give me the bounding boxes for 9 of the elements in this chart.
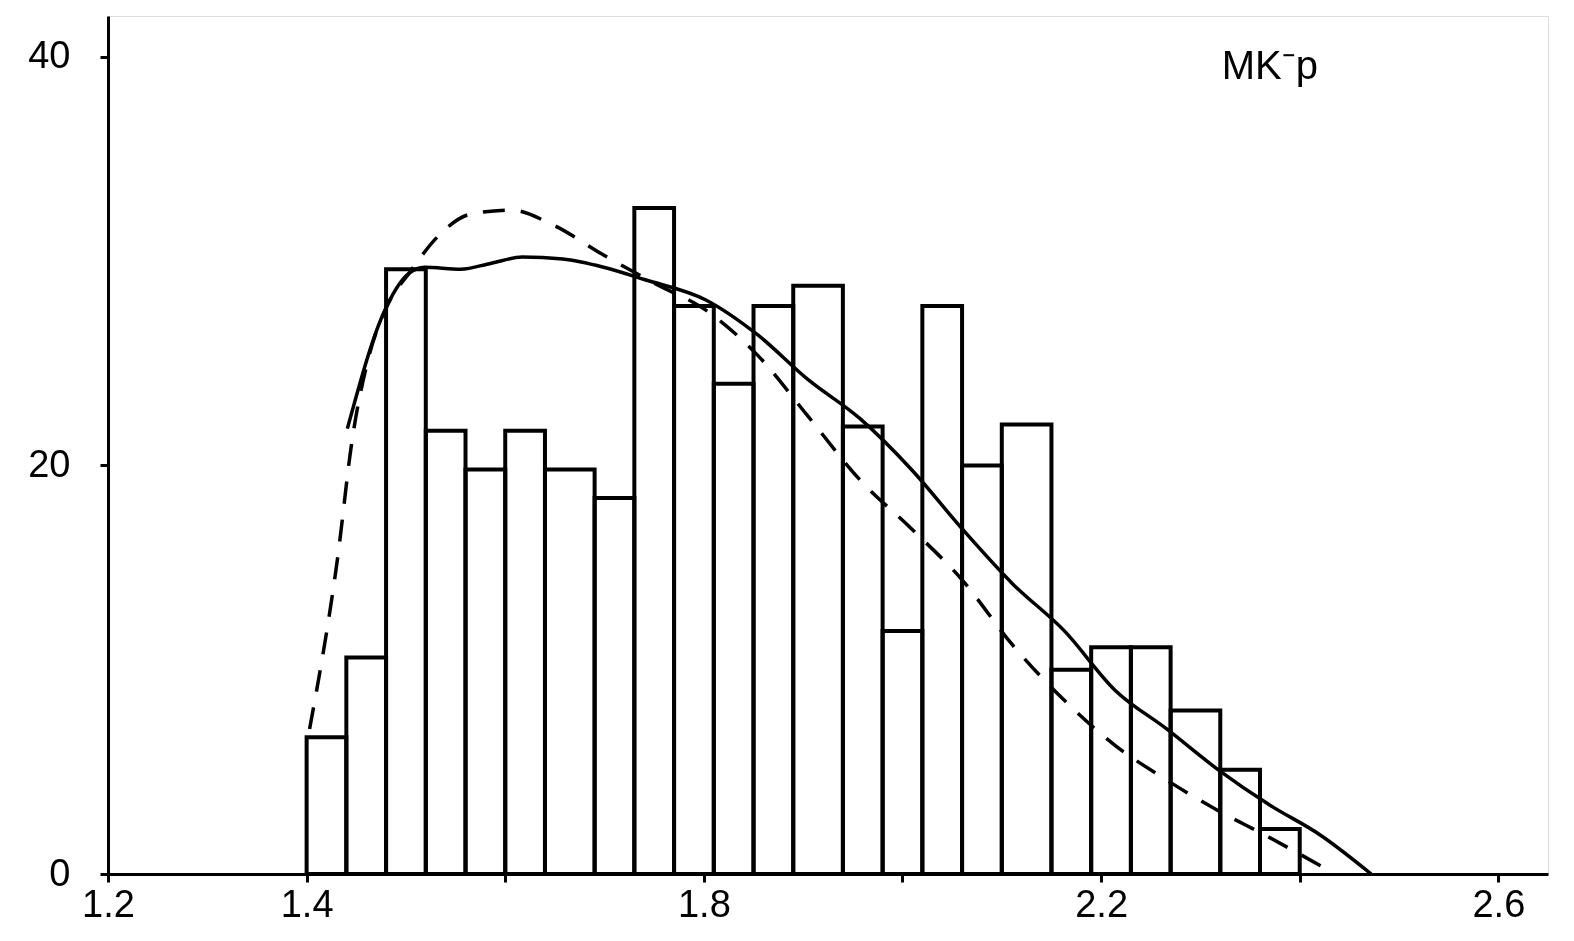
x-tick-label: 1.4 — [280, 882, 334, 925]
y-tick-label: 40 — [28, 34, 71, 77]
x-tick-label: 2.6 — [1472, 882, 1526, 925]
x-tick-label: 2.2 — [1075, 882, 1129, 925]
x-tick-label: 1.2 — [82, 882, 135, 925]
text: MK⁻p — [1221, 43, 1318, 87]
y-tick-label: 0 — [49, 851, 71, 894]
x-tick-label: 1.8 — [677, 882, 731, 925]
y-tick-label: 20 — [28, 442, 71, 485]
